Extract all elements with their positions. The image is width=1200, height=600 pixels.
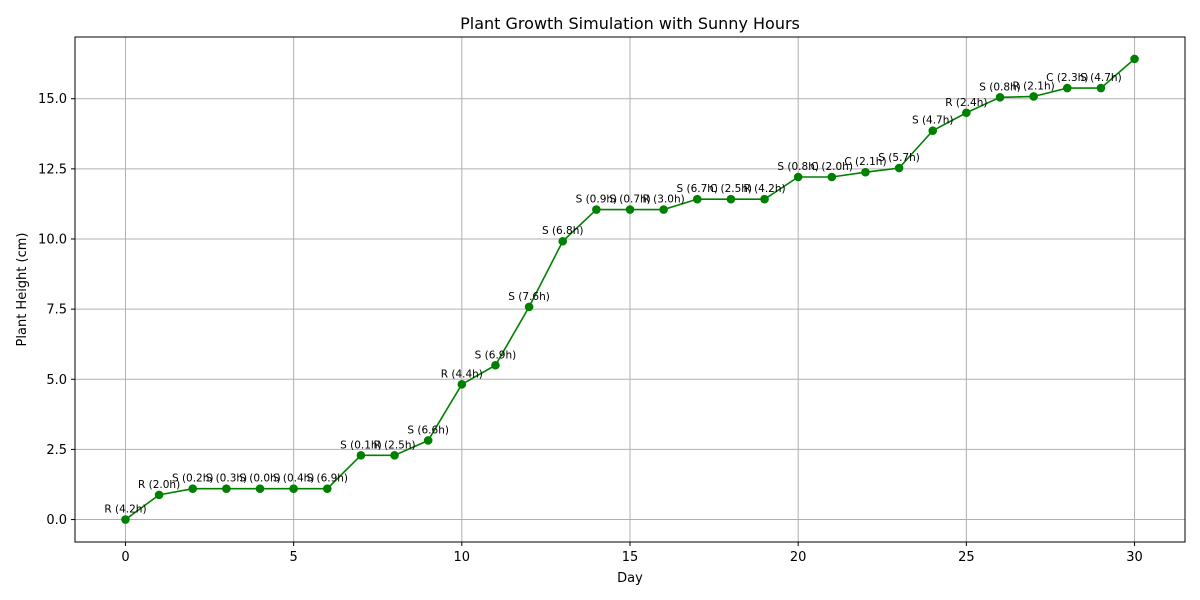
- point-label: R (4.2h): [104, 504, 146, 516]
- point-label: S (5.7h): [878, 152, 920, 164]
- data-point: [322, 484, 332, 493]
- point-label: R (2.0h): [138, 479, 180, 491]
- data-point: [928, 126, 938, 136]
- x-tick-label: 5: [289, 550, 297, 565]
- data-point: [692, 194, 702, 204]
- x-axis-ticks: 0 5 10 15 20 25 30: [121, 542, 1143, 565]
- x-tick-label: 20: [790, 550, 807, 565]
- data-point: [1096, 83, 1106, 93]
- point-label: S (4.7h): [912, 115, 954, 127]
- data-point: [1130, 54, 1139, 64]
- data-point: [760, 194, 769, 204]
- point-label: S (0.3h): [206, 473, 248, 485]
- chart-title: Plant Growth Simulation with Sunny Hours: [460, 14, 800, 33]
- marker-group: [121, 54, 1139, 524]
- point-label: S (0.8h): [777, 161, 819, 173]
- data-point: [423, 436, 433, 445]
- data-point: [793, 172, 803, 182]
- y-axis-label: Plant Height (cm): [15, 233, 30, 347]
- data-point: [121, 515, 130, 524]
- data-point: [390, 451, 399, 460]
- data-point: [726, 194, 736, 204]
- data-point: [861, 167, 870, 177]
- y-tick-label: 15.0: [38, 92, 67, 107]
- point-label: S (0.2h): [172, 473, 214, 485]
- y-tick-label: 0.0: [46, 513, 67, 528]
- point-label: C (2.5h): [710, 183, 752, 195]
- point-label-group: R (4.2h) R (2.0h)S (0.2h)S (0.3h)S (0.0h)…: [104, 72, 1121, 515]
- point-label: R (2.1h): [1013, 80, 1055, 92]
- point-label: S (6.9h): [306, 473, 348, 485]
- point-label: C (2.3h): [1046, 72, 1088, 84]
- point-label: S (0.1h): [340, 439, 382, 451]
- y-tick-label: 5.0: [46, 373, 67, 388]
- grid-lines: [75, 37, 1185, 542]
- data-point: [154, 490, 164, 500]
- y-tick-label: 7.5: [46, 303, 67, 318]
- y-tick-label: 10.0: [38, 233, 67, 248]
- x-tick-label: 15: [622, 550, 639, 565]
- point-label: R (2.4h): [945, 97, 987, 109]
- point-label: R (2.5h): [373, 439, 415, 451]
- data-point: [1029, 92, 1038, 101]
- point-label: S (0.0h): [239, 473, 281, 485]
- data-point: [962, 108, 971, 118]
- point-label: S (6.8h): [542, 225, 584, 237]
- point-label: S (0.4h): [273, 473, 315, 485]
- point-label: S (6.9h): [475, 349, 517, 361]
- data-point: [524, 302, 534, 312]
- point-label: S (7.6h): [508, 291, 550, 303]
- data-point: [457, 380, 467, 389]
- data-point: [592, 205, 601, 214]
- data-point: [356, 451, 366, 460]
- point-label: R (4.2h): [743, 183, 785, 195]
- data-point: [558, 236, 568, 246]
- point-label: S (0.9h): [576, 194, 618, 206]
- point-label: S (0.7h): [609, 194, 651, 206]
- data-point: [894, 163, 904, 173]
- data-point: [1062, 83, 1072, 93]
- y-tick-label: 12.5: [38, 162, 67, 177]
- point-label: R (4.4h): [441, 368, 483, 380]
- data-point: [188, 484, 198, 493]
- data-point: [255, 484, 265, 493]
- x-tick-label: 10: [454, 550, 471, 565]
- data-point: [625, 205, 635, 214]
- point-label: C (2.0h): [811, 161, 853, 173]
- point-label: S (6.7h): [676, 183, 718, 195]
- data-point: [289, 484, 298, 493]
- x-tick-label: 0: [121, 550, 129, 565]
- data-point: [659, 205, 668, 214]
- data-point: [222, 484, 231, 493]
- point-label: S (0.8h): [979, 81, 1021, 93]
- point-label: C (2.1h): [844, 156, 886, 168]
- point-label: R (3.0h): [643, 194, 685, 206]
- point-label: S (6.6h): [407, 424, 449, 436]
- data-point: [827, 172, 837, 182]
- data-point: [995, 93, 1005, 102]
- y-axis-ticks: 0.0 2.5 5.0 7.5 10.0 12.5 15.0: [38, 92, 75, 528]
- point-label: S (4.7h): [1080, 72, 1122, 84]
- x-tick-label: 25: [958, 550, 975, 565]
- x-axis-label: Day: [617, 571, 643, 586]
- x-tick-label: 30: [1126, 550, 1143, 565]
- y-tick-label: 2.5: [46, 443, 67, 458]
- data-point: [491, 360, 500, 370]
